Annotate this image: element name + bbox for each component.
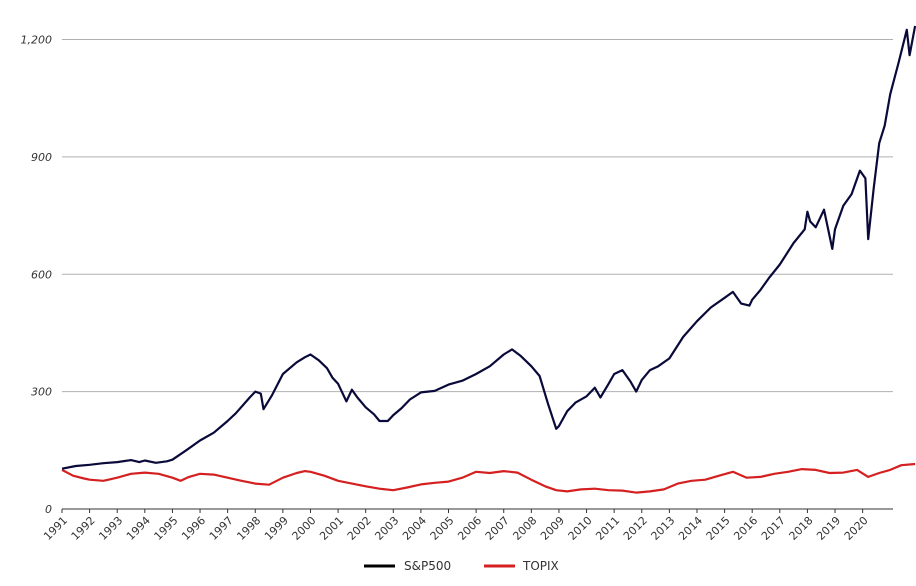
y-tick-label: 0 xyxy=(45,503,52,516)
y-axis-ticks: 0 300 600 900 1,200 xyxy=(21,34,53,516)
x-tick-label: 2017 xyxy=(759,514,788,543)
x-tick-label: 2011 xyxy=(593,514,622,543)
x-tick-label: 2000 xyxy=(290,514,319,543)
x-tick-label: 1991 xyxy=(41,514,70,543)
x-tick-label: 2007 xyxy=(483,514,512,543)
x-tick-label: 2008 xyxy=(510,514,539,543)
legend: S&P500 TOPIX xyxy=(364,559,559,573)
x-tick-label: 2002 xyxy=(345,514,374,543)
x-tick-label: 2020 xyxy=(842,514,871,543)
legend-label-topix: TOPIX xyxy=(522,559,559,573)
x-tick-label: 1996 xyxy=(179,514,208,543)
y-tick-label: 900 xyxy=(31,151,52,164)
x-tick-label: 2016 xyxy=(731,514,760,543)
x-tick-label: 2015 xyxy=(704,514,733,543)
x-tick-label: 2019 xyxy=(814,514,843,543)
y-tick-label: 1,200 xyxy=(21,34,53,47)
x-tick-label: 2003 xyxy=(372,514,401,543)
x-tick-label: 2010 xyxy=(566,514,595,543)
x-tick-label: 2005 xyxy=(428,514,457,543)
series-line-sp500 xyxy=(61,25,916,470)
x-tick-label: 2012 xyxy=(621,514,650,543)
y-tick-label: 300 xyxy=(31,386,52,399)
x-tick-label: 2004 xyxy=(400,514,429,543)
x-tick-label: 2018 xyxy=(787,514,816,543)
x-axis-ticks: 1991199219931994199519961997199819992000… xyxy=(41,509,871,543)
legend-label-sp500: S&P500 xyxy=(404,559,451,573)
y-tick-label: 600 xyxy=(31,268,52,281)
x-tick-label: 2014 xyxy=(676,514,705,543)
x-tick-label: 2013 xyxy=(649,514,678,543)
series-line-topix xyxy=(61,462,916,494)
x-tick-label: 2009 xyxy=(538,514,567,543)
x-tick-label: 1997 xyxy=(207,514,236,543)
x-tick-label: 1995 xyxy=(152,514,181,543)
series-lines xyxy=(61,25,916,494)
x-tick-label: 1992 xyxy=(69,514,98,543)
x-tick-label: 1994 xyxy=(124,514,153,543)
x-tick-label: 2006 xyxy=(455,514,484,543)
x-tick-label: 1998 xyxy=(234,514,263,543)
x-tick-label: 1993 xyxy=(96,514,125,543)
x-tick-label: 1999 xyxy=(262,514,291,543)
grid-lines xyxy=(62,39,893,510)
x-tick-label: 2001 xyxy=(317,514,346,543)
